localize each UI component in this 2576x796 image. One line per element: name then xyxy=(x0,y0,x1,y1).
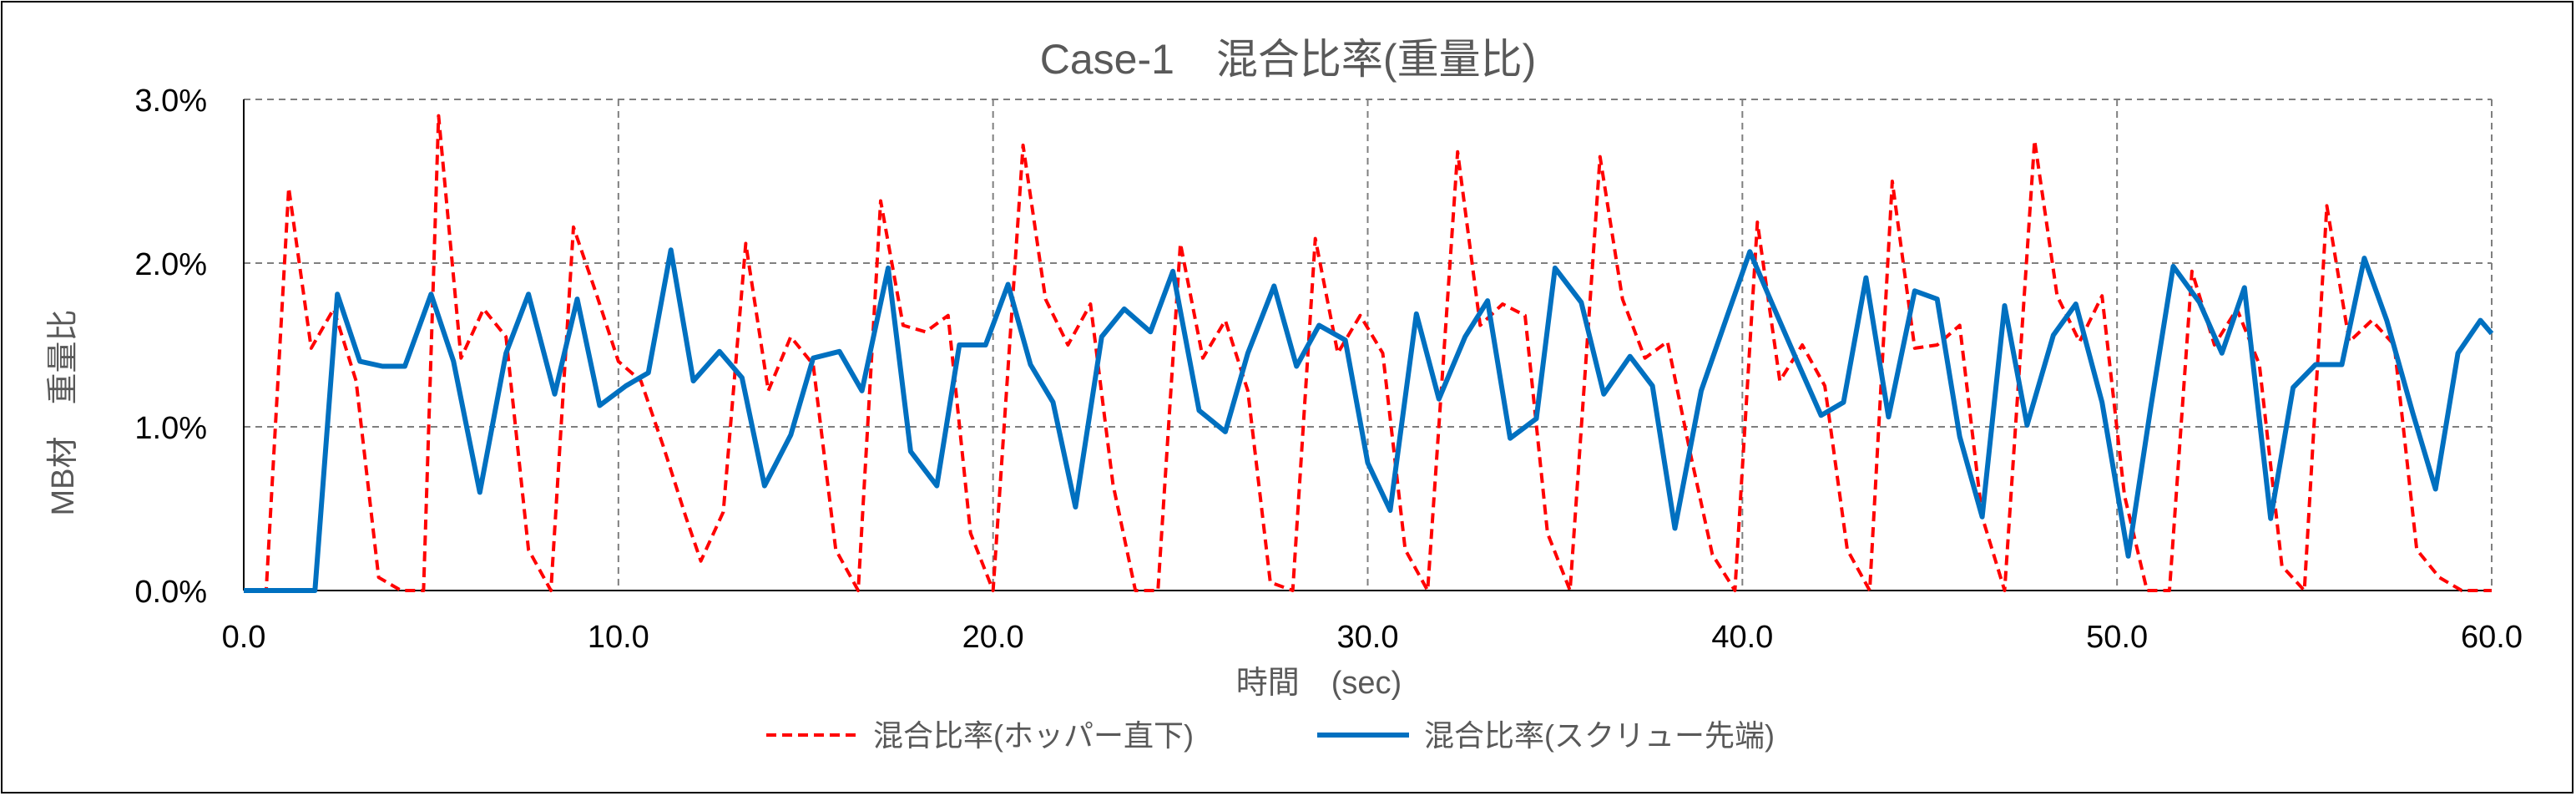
legend: 混合比率(ホッパー直下) 混合比率(スクリュー先端) xyxy=(766,718,1775,753)
series-line-2 xyxy=(244,247,2494,593)
x-tick-label: 20.0 xyxy=(962,620,1024,655)
x-tick-label: 10.0 xyxy=(588,620,649,655)
chart-title: Case-1 混合比率(重量比) xyxy=(1040,36,1536,83)
y-tick-label: 3.0% xyxy=(134,84,207,119)
axes xyxy=(243,99,2492,591)
x-tick-label: 60.0 xyxy=(2461,620,2523,655)
legend-label-1: 混合比率(ホッパー直下) xyxy=(873,718,1194,753)
legend-label-2: 混合比率(スクリュー先端) xyxy=(1424,718,1775,753)
grid-lines xyxy=(244,99,2493,591)
y-tick-label: 1.0% xyxy=(134,411,207,446)
y-axis-label: MB材 重量比 xyxy=(46,309,81,515)
y-axis-ticks: 0.0% 1.0% 2.0% 3.0% xyxy=(134,84,207,610)
x-tick-label: 30.0 xyxy=(1337,620,1399,655)
x-tick-label: 40.0 xyxy=(1711,620,1773,655)
x-axis-ticks: 0.0 10.0 20.0 30.0 40.0 50.0 60.0 xyxy=(222,620,2523,655)
series-line-1 xyxy=(244,114,2492,592)
series-lines xyxy=(244,114,2494,593)
x-axis-label: 時間 (sec) xyxy=(1236,666,1402,701)
y-tick-label: 2.0% xyxy=(134,247,207,282)
y-tick-label: 0.0% xyxy=(134,575,207,610)
x-tick-label: 0.0 xyxy=(222,620,266,655)
x-tick-label: 50.0 xyxy=(2086,620,2148,655)
